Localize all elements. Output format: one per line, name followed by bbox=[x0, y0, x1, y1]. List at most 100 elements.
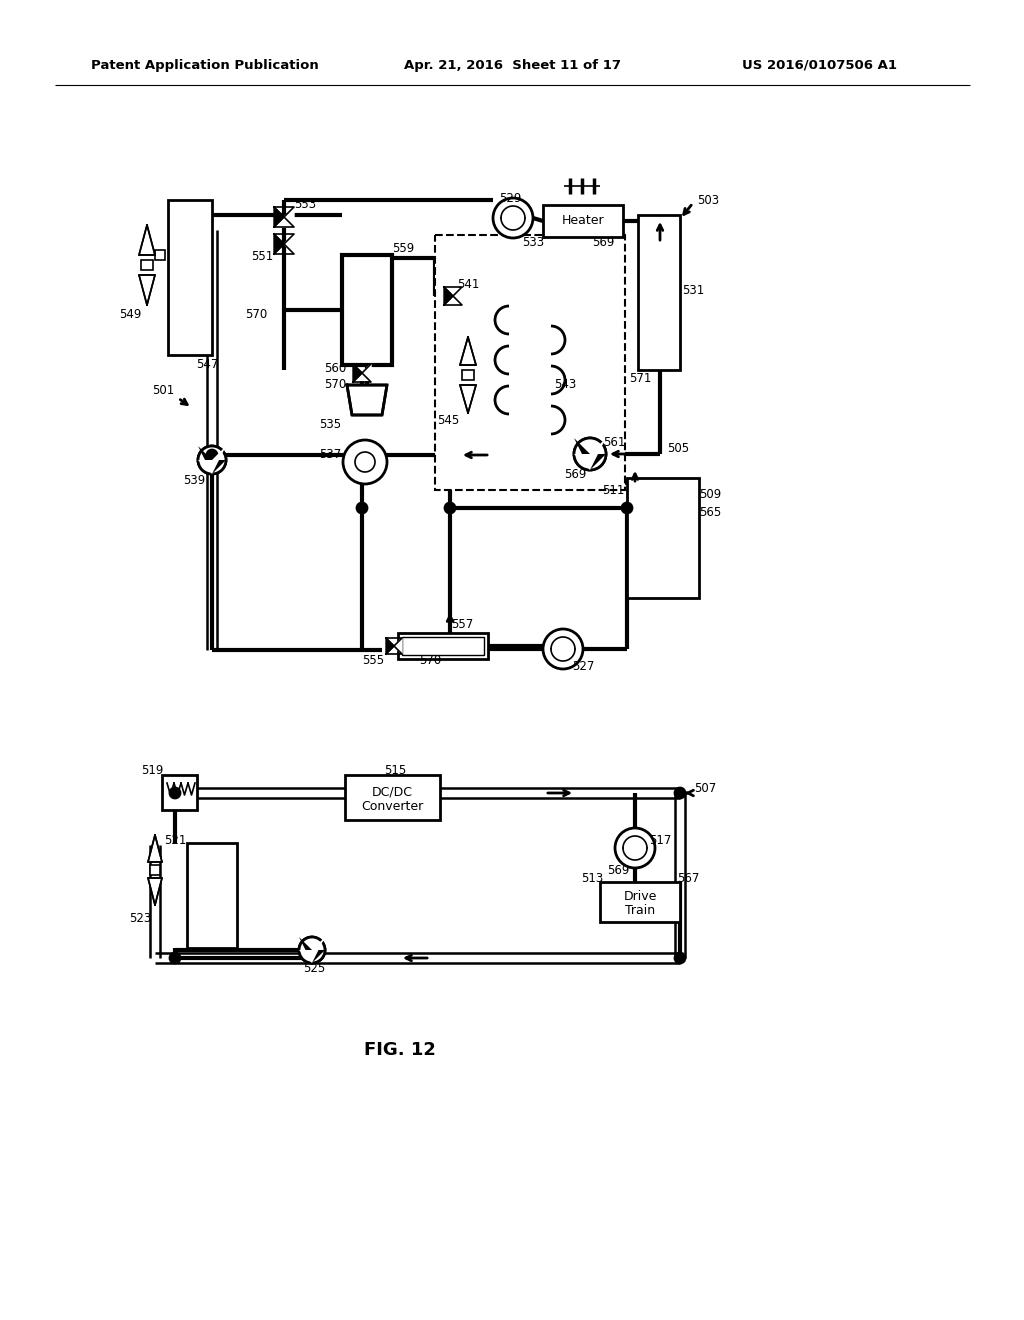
Circle shape bbox=[343, 440, 387, 484]
Text: 507: 507 bbox=[694, 781, 716, 795]
Circle shape bbox=[357, 503, 367, 513]
Text: 531: 531 bbox=[682, 284, 705, 297]
Text: 569: 569 bbox=[592, 236, 614, 249]
Bar bbox=[638, 215, 680, 370]
Polygon shape bbox=[460, 385, 476, 413]
Polygon shape bbox=[347, 385, 387, 414]
Circle shape bbox=[493, 198, 534, 238]
Text: FIG. 12: FIG. 12 bbox=[365, 1041, 436, 1059]
Text: 511: 511 bbox=[602, 483, 625, 496]
Circle shape bbox=[198, 446, 226, 474]
Text: 570: 570 bbox=[245, 309, 267, 322]
Text: 501: 501 bbox=[152, 384, 174, 396]
Polygon shape bbox=[139, 275, 155, 305]
Circle shape bbox=[198, 446, 226, 474]
Circle shape bbox=[170, 953, 180, 964]
Text: 559: 559 bbox=[392, 242, 414, 255]
Bar bbox=[627, 478, 699, 598]
Bar bbox=[155, 249, 165, 260]
Text: 570: 570 bbox=[324, 379, 346, 392]
Text: 533: 533 bbox=[522, 236, 544, 249]
Text: 547: 547 bbox=[196, 359, 218, 371]
Text: 549: 549 bbox=[119, 309, 141, 322]
Text: 525: 525 bbox=[303, 961, 326, 974]
Text: 555: 555 bbox=[361, 653, 384, 667]
Text: 519: 519 bbox=[141, 764, 163, 777]
Polygon shape bbox=[198, 446, 226, 474]
Text: 545: 545 bbox=[437, 413, 459, 426]
Polygon shape bbox=[574, 438, 606, 470]
Bar bbox=[600, 882, 680, 921]
Polygon shape bbox=[284, 207, 294, 227]
Bar bbox=[398, 634, 488, 659]
Polygon shape bbox=[444, 286, 453, 305]
Bar bbox=[168, 201, 212, 355]
Text: Train: Train bbox=[625, 903, 655, 916]
Text: 505: 505 bbox=[667, 441, 689, 454]
Text: Converter: Converter bbox=[360, 800, 423, 813]
Bar bbox=[162, 775, 197, 810]
Circle shape bbox=[170, 788, 180, 799]
Text: 561: 561 bbox=[603, 436, 626, 449]
Text: Apr. 21, 2016  Sheet 11 of 17: Apr. 21, 2016 Sheet 11 of 17 bbox=[403, 58, 621, 71]
Text: 567: 567 bbox=[677, 871, 699, 884]
Polygon shape bbox=[362, 364, 371, 381]
Polygon shape bbox=[453, 286, 462, 305]
Text: Drive: Drive bbox=[624, 891, 656, 903]
Bar bbox=[462, 370, 474, 380]
Text: 513: 513 bbox=[581, 871, 603, 884]
Circle shape bbox=[675, 788, 685, 799]
Polygon shape bbox=[274, 207, 284, 227]
Bar bbox=[342, 255, 392, 366]
Circle shape bbox=[299, 937, 325, 964]
Text: 527: 527 bbox=[571, 660, 594, 673]
Polygon shape bbox=[198, 446, 226, 474]
Text: 517: 517 bbox=[649, 833, 671, 846]
Polygon shape bbox=[284, 234, 294, 253]
Polygon shape bbox=[148, 878, 162, 906]
Text: 529: 529 bbox=[499, 191, 521, 205]
Circle shape bbox=[207, 450, 217, 459]
Polygon shape bbox=[274, 234, 284, 253]
Text: 541: 541 bbox=[457, 277, 479, 290]
Polygon shape bbox=[574, 438, 606, 470]
Circle shape bbox=[675, 953, 685, 964]
Text: 569: 569 bbox=[607, 863, 629, 876]
Polygon shape bbox=[299, 937, 325, 964]
Polygon shape bbox=[386, 638, 394, 653]
Polygon shape bbox=[148, 836, 162, 862]
Text: Heater: Heater bbox=[562, 214, 604, 227]
Polygon shape bbox=[299, 937, 325, 964]
Text: 537: 537 bbox=[318, 449, 341, 462]
Circle shape bbox=[355, 451, 375, 473]
Bar bbox=[402, 638, 484, 655]
Text: 570: 570 bbox=[419, 653, 441, 667]
Text: Patent Application Publication: Patent Application Publication bbox=[91, 58, 318, 71]
Text: 535: 535 bbox=[318, 418, 341, 432]
Circle shape bbox=[299, 937, 325, 964]
Polygon shape bbox=[353, 364, 362, 381]
Bar bbox=[345, 775, 440, 820]
Bar bbox=[141, 260, 153, 271]
Circle shape bbox=[574, 438, 606, 470]
Text: 565: 565 bbox=[698, 506, 721, 519]
Text: 521: 521 bbox=[164, 833, 186, 846]
Text: 553: 553 bbox=[294, 198, 316, 211]
Text: 523: 523 bbox=[129, 912, 152, 924]
Text: 503: 503 bbox=[697, 194, 719, 206]
Circle shape bbox=[615, 828, 655, 869]
Text: 569: 569 bbox=[564, 469, 586, 482]
Text: 560: 560 bbox=[324, 362, 346, 375]
Text: 509: 509 bbox=[698, 488, 721, 502]
Circle shape bbox=[622, 503, 632, 513]
Bar bbox=[543, 205, 623, 238]
Text: 551: 551 bbox=[251, 249, 273, 263]
Bar bbox=[435, 235, 625, 490]
Polygon shape bbox=[394, 638, 402, 653]
Circle shape bbox=[445, 503, 455, 513]
Bar bbox=[187, 843, 237, 948]
Circle shape bbox=[574, 438, 606, 470]
Polygon shape bbox=[460, 337, 476, 366]
Text: 515: 515 bbox=[384, 763, 407, 776]
Text: 557: 557 bbox=[451, 619, 473, 631]
